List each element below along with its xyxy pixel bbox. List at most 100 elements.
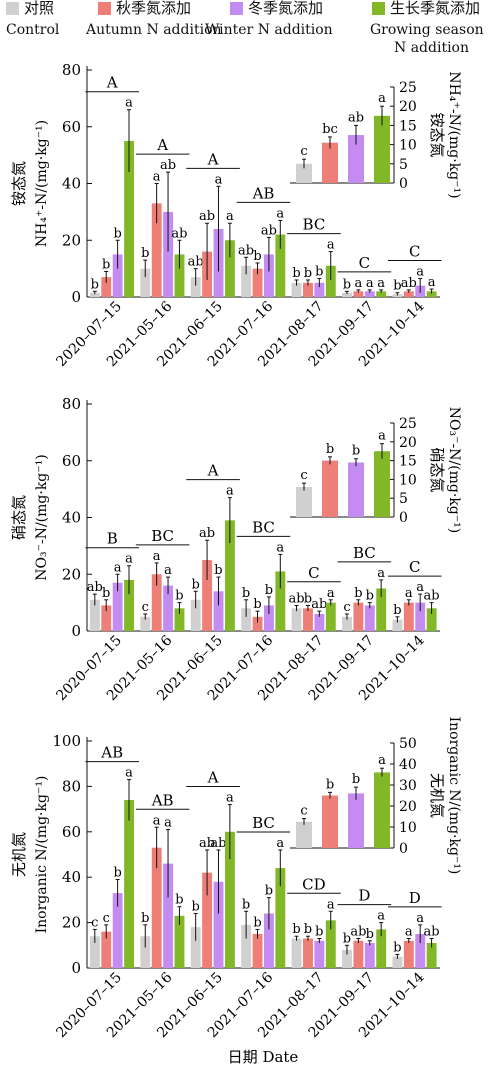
legend-label-en: Autumn N addition — [86, 22, 222, 38]
bar — [392, 619, 403, 631]
legend-label-en: Winter N addition — [205, 22, 333, 38]
bar — [376, 291, 387, 297]
bar — [140, 936, 151, 968]
y-tick-label: 60 — [62, 452, 81, 470]
inset-y-label-zh: 无机氮 — [428, 773, 446, 818]
bar — [364, 943, 375, 968]
significance-letter: b — [343, 931, 351, 946]
significance-letter: b — [393, 603, 401, 618]
inset-y-label-en: Inorganic N/(mg·kg⁻¹) — [446, 717, 462, 875]
y-axis-label-zh: 硝态氮 — [10, 495, 28, 540]
bar — [89, 599, 100, 631]
significance-letter: a — [354, 276, 362, 291]
inset-bar — [322, 795, 338, 848]
bar — [291, 608, 302, 631]
inset-y-tick-label: 0 — [399, 176, 408, 192]
significance-letter: b — [214, 563, 222, 578]
legend: 对照 Control 秋季氮添加 Autumn N addition 冬季氮添加… — [0, 0, 500, 62]
significance-letter: b — [253, 249, 261, 264]
bar — [151, 574, 162, 631]
bar — [124, 800, 135, 968]
bar — [241, 265, 252, 297]
inset-y-label-zh: 硝态氮 — [428, 447, 446, 492]
y-axis-label-zh: 无机氮 — [10, 832, 28, 877]
inset-y-tick-label: 20 — [399, 435, 417, 451]
group-letter: A — [207, 462, 219, 480]
group-letter: BC — [151, 527, 174, 545]
group-letter: BC — [252, 518, 275, 536]
significance-letter: ab — [288, 591, 304, 606]
significance-letter: c — [142, 600, 149, 615]
bar — [392, 956, 403, 968]
inset-y-tick-label: 5 — [399, 157, 408, 173]
bar — [353, 940, 364, 968]
y-axis-label-en: Inorganic N/(mg·kg⁻¹) — [34, 776, 50, 934]
y-tick-label: 60 — [62, 118, 81, 136]
y-tick-label: 0 — [71, 288, 81, 306]
bar — [140, 268, 151, 297]
significance-letter: b — [393, 279, 401, 294]
bar — [325, 602, 336, 631]
significance-letter: b — [192, 900, 200, 915]
group-letter: C — [359, 254, 370, 272]
inset-y-tick-label: 25 — [399, 416, 417, 432]
significance-letter: b — [292, 922, 300, 937]
significance-letter: b — [175, 589, 183, 604]
bar — [364, 605, 375, 631]
bar — [314, 940, 325, 968]
inset-y-tick-label: 10 — [399, 820, 417, 836]
bar — [264, 254, 274, 297]
significance-letter: ab — [261, 223, 277, 238]
significance-letter: b — [175, 893, 183, 908]
y-tick-label: 20 — [62, 914, 81, 932]
bar — [151, 203, 162, 297]
significance-letter: a — [114, 560, 122, 575]
bar — [112, 893, 123, 968]
inset-y-tick-label: 40 — [399, 757, 417, 773]
significance-letter: c — [343, 600, 350, 615]
significance-letter: a — [215, 172, 223, 187]
significance-letter: b — [265, 583, 273, 598]
group-letter: A — [156, 136, 168, 154]
significance-letter: a — [405, 924, 413, 939]
group-letter: A — [207, 150, 219, 168]
significance-letter: b — [265, 884, 273, 899]
bar — [325, 265, 336, 297]
significance-letter: a — [125, 766, 133, 781]
bar — [342, 616, 352, 631]
inset-bar — [374, 772, 390, 848]
inset-bar — [374, 115, 390, 183]
inset-significance-letter: ab — [348, 110, 364, 125]
significance-letter: ab — [199, 836, 215, 851]
inset-y-tick-label: 10 — [399, 472, 417, 488]
legend-swatch-control — [6, 2, 19, 15]
y-tick-label: 40 — [62, 868, 81, 886]
inset-y-tick-label: 20 — [399, 99, 417, 115]
y-tick-label: 20 — [62, 231, 81, 249]
bar — [291, 282, 302, 297]
significance-letter: ab — [210, 836, 226, 851]
significance-letter: ab — [424, 924, 440, 939]
significance-letter: ab — [171, 226, 187, 241]
inset-bar — [322, 460, 338, 517]
group-letter: C — [308, 564, 319, 582]
bar — [224, 831, 235, 968]
bar — [353, 291, 364, 297]
inset-y-label-zh: 铵态氮 — [428, 112, 446, 157]
legend-swatch-autumn — [98, 2, 111, 15]
bar — [140, 616, 151, 631]
bar — [325, 920, 336, 968]
bar — [89, 936, 100, 968]
legend-swatch-growing — [372, 2, 385, 15]
bar — [202, 872, 213, 968]
group-letter: C — [409, 243, 420, 261]
significance-letter: b — [141, 246, 149, 261]
bar — [163, 863, 174, 968]
bar — [163, 585, 174, 631]
inset-y-label-en: NH₄⁺-N/(mg·kg⁻¹) — [446, 71, 462, 198]
bar — [314, 613, 325, 631]
significance-letter: a — [276, 836, 284, 851]
inset-bar — [348, 135, 364, 183]
y-tick-label: 0 — [71, 622, 81, 640]
